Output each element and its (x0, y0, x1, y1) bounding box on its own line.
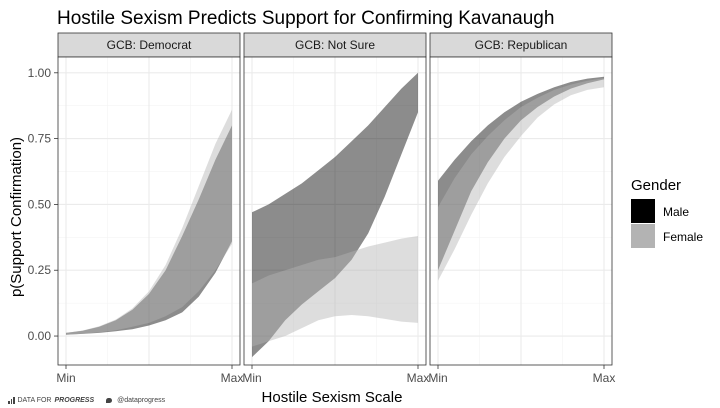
ribbon-male (438, 76, 604, 271)
y-tick-label: 0.25 (28, 263, 52, 277)
panel-border (429, 56, 613, 366)
legend-label-male: Male (663, 205, 689, 219)
legend-key-male (631, 199, 655, 223)
y-tick-label: 0.75 (28, 132, 52, 146)
y-tick-label: 0.50 (28, 197, 52, 211)
ribbon-female (252, 236, 418, 347)
x-tick-label: Max (593, 371, 616, 385)
y-axis-label: p(Support Confirmation) (8, 137, 25, 297)
twitter-icon (106, 397, 113, 403)
facet-strip-label: GCB: Republican (475, 38, 568, 52)
x-tick-label: Max (221, 371, 244, 385)
ribbon-female (438, 78, 604, 281)
x-tick-label: Min (56, 371, 75, 385)
legend-key-female (631, 224, 655, 248)
legend-label-female: Female (663, 230, 703, 244)
legend: Gender Male Female (631, 177, 703, 248)
brand-name: PROGRESS (54, 396, 95, 404)
brand-prefix: DATA FOR (17, 396, 52, 404)
facet-strip (243, 32, 427, 58)
facet-strip (429, 32, 613, 58)
y-tick-label: 0.00 (28, 329, 52, 343)
facet-strip-label: GCB: Democrat (107, 38, 192, 52)
twitter-handle: @dataprogress (106, 397, 165, 404)
panel-border (57, 56, 241, 366)
facet-panel: GCB: Not Sure Min Max (242, 32, 430, 385)
facet-panel: GCB: Democrat Min Max 0.00 0.25 0.50 0.75 1.00 (28, 32, 244, 385)
ribbon-male (252, 72, 418, 358)
facet-panel: GCB: Republican Min Max (428, 32, 616, 385)
x-axis-label: Hostile Sexism Scale (262, 389, 403, 406)
ribbon-female (66, 109, 232, 335)
handle-text: @dataprogress (117, 396, 166, 404)
brand-logo: DATA FOR PROGRESS (8, 396, 95, 404)
x-tick-label: Max (407, 371, 430, 385)
y-tick-label: 1.00 (28, 66, 52, 80)
ribbon-male (66, 125, 232, 335)
x-tick-label: Min (428, 371, 447, 385)
panel-border (243, 56, 427, 366)
x-tick-label: Min (242, 371, 261, 385)
footer: DATA FOR PROGRESS @dataprogress (8, 394, 165, 406)
facet-strip-label: GCB: Not Sure (295, 38, 375, 52)
legend-title: Gender (631, 177, 681, 194)
bar-chart-icon (8, 396, 15, 404)
facet-strip (57, 32, 241, 58)
chart-title: Hostile Sexism Predicts Support for Conf… (57, 8, 554, 29)
